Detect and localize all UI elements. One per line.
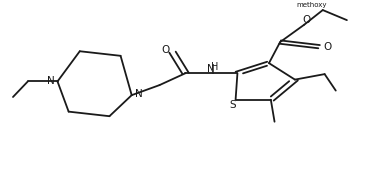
Text: N: N — [47, 76, 55, 86]
Text: O: O — [162, 45, 170, 55]
Text: N: N — [135, 89, 142, 99]
Text: O: O — [323, 42, 331, 52]
Text: H: H — [211, 62, 219, 72]
Text: S: S — [229, 100, 236, 110]
Text: methoxy: methoxy — [296, 3, 327, 8]
Text: N: N — [207, 64, 214, 74]
Text: O: O — [302, 15, 310, 25]
